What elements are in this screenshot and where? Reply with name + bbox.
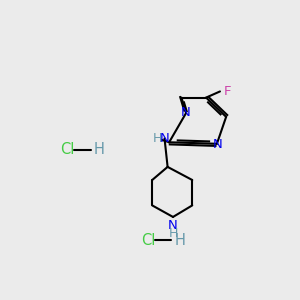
Text: N: N (213, 138, 223, 151)
Text: H: H (94, 142, 105, 158)
Text: Cl: Cl (60, 142, 74, 158)
Text: H: H (168, 227, 178, 240)
Text: Cl: Cl (141, 232, 155, 247)
Text: H: H (175, 232, 185, 247)
Text: N: N (168, 219, 178, 232)
Text: N: N (180, 106, 190, 119)
Text: F: F (224, 85, 231, 98)
Text: H: H (153, 132, 162, 145)
Text: N: N (160, 132, 170, 145)
